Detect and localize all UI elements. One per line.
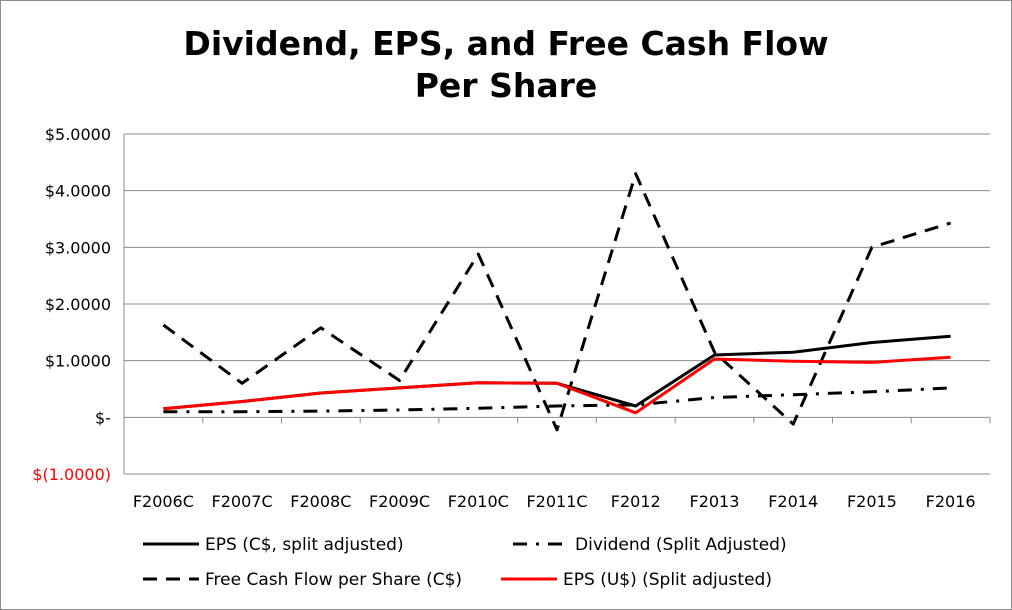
series-line-3 <box>163 355 951 415</box>
series-line-2 <box>162 172 952 432</box>
legend-label-2: Free Cash Flow per Share (C$) <box>205 570 462 590</box>
x-tick-label-6: F2012 <box>611 492 661 511</box>
chart-title: Dividend, EPS, and Free Cash Flow Per Sh… <box>1 23 1011 107</box>
y-tick-label-3: $2.0000 <box>45 295 111 314</box>
y-tick-label-4: $1.0000 <box>45 352 111 371</box>
y-tick-label-0: $5.0000 <box>45 125 111 144</box>
x-tick-label-7: F2013 <box>689 492 739 511</box>
x-tick-label-5: F2011C <box>526 492 587 511</box>
x-tick-label-0: F2006C <box>133 492 194 511</box>
legend-label-3: EPS (U$) (Split adjusted) <box>563 570 772 590</box>
x-tick-label-4: F2010C <box>448 492 509 511</box>
x-tick-label-2: F2008C <box>290 492 351 511</box>
x-tick-label-1: F2007C <box>212 492 273 511</box>
chart-title-line-2: Per Share <box>414 66 598 105</box>
series-line-1 <box>163 386 951 414</box>
x-tick-label-3: F2009C <box>369 492 430 511</box>
y-tick-label-6: $(1.0000) <box>32 465 111 484</box>
x-tick-label-8: F2014 <box>768 492 818 511</box>
legend-label-0: EPS (C$, split adjusted) <box>205 535 404 555</box>
y-tick-label-5: $- <box>95 408 111 427</box>
x-tick-label-10: F2016 <box>926 492 976 511</box>
y-tick-label-2: $3.0000 <box>45 238 111 257</box>
x-tick-label-9: F2015 <box>847 492 897 511</box>
chart-title-line-1: Dividend, EPS, and Free Cash Flow <box>183 24 829 63</box>
legend-label-1: Dividend (Split Adjusted) <box>575 535 787 555</box>
y-tick-label-1: $4.0000 <box>45 182 111 201</box>
